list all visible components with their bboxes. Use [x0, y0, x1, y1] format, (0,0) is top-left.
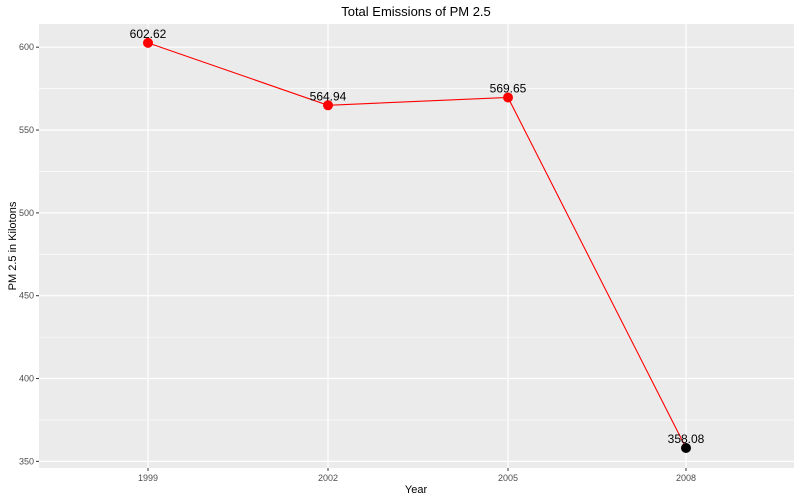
y-axis-title: PM 2.5 in Kilotons	[7, 201, 19, 290]
data-label: 602.62	[130, 27, 167, 41]
x-tick-label: 2005	[498, 473, 518, 483]
y-tick-label: 450	[19, 291, 34, 301]
y-tick-label: 400	[19, 374, 34, 384]
y-tick-label: 550	[19, 125, 34, 135]
data-labels: 602.62 564.94 569.65 358.08	[130, 27, 705, 446]
y-tick-label: 600	[19, 42, 34, 52]
data-point	[143, 37, 153, 48]
series-line	[147, 42, 687, 449]
y-tick-label: 350	[19, 456, 34, 466]
chart-title: Total Emissions of PM 2.5	[341, 4, 491, 19]
data-point	[503, 92, 513, 103]
panel-background	[39, 24, 794, 468]
x-axis-title: Year	[405, 484, 428, 496]
x-tick-label: 1999	[138, 473, 158, 483]
x-tick-label: 2008	[676, 473, 696, 483]
x-axis: 1999 2002 2005 2008	[138, 468, 696, 483]
x-tick-label: 2002	[318, 473, 338, 483]
grid	[39, 24, 794, 468]
y-axis: 350 400 450 500 550 600	[19, 42, 39, 466]
data-label: 358.08	[668, 432, 705, 446]
data-point	[323, 100, 333, 111]
y-tick-label: 500	[19, 208, 34, 218]
data-label: 564.94	[310, 89, 347, 103]
data-point	[681, 442, 691, 453]
data-label: 569.65	[490, 81, 527, 95]
series-layer	[143, 37, 691, 453]
